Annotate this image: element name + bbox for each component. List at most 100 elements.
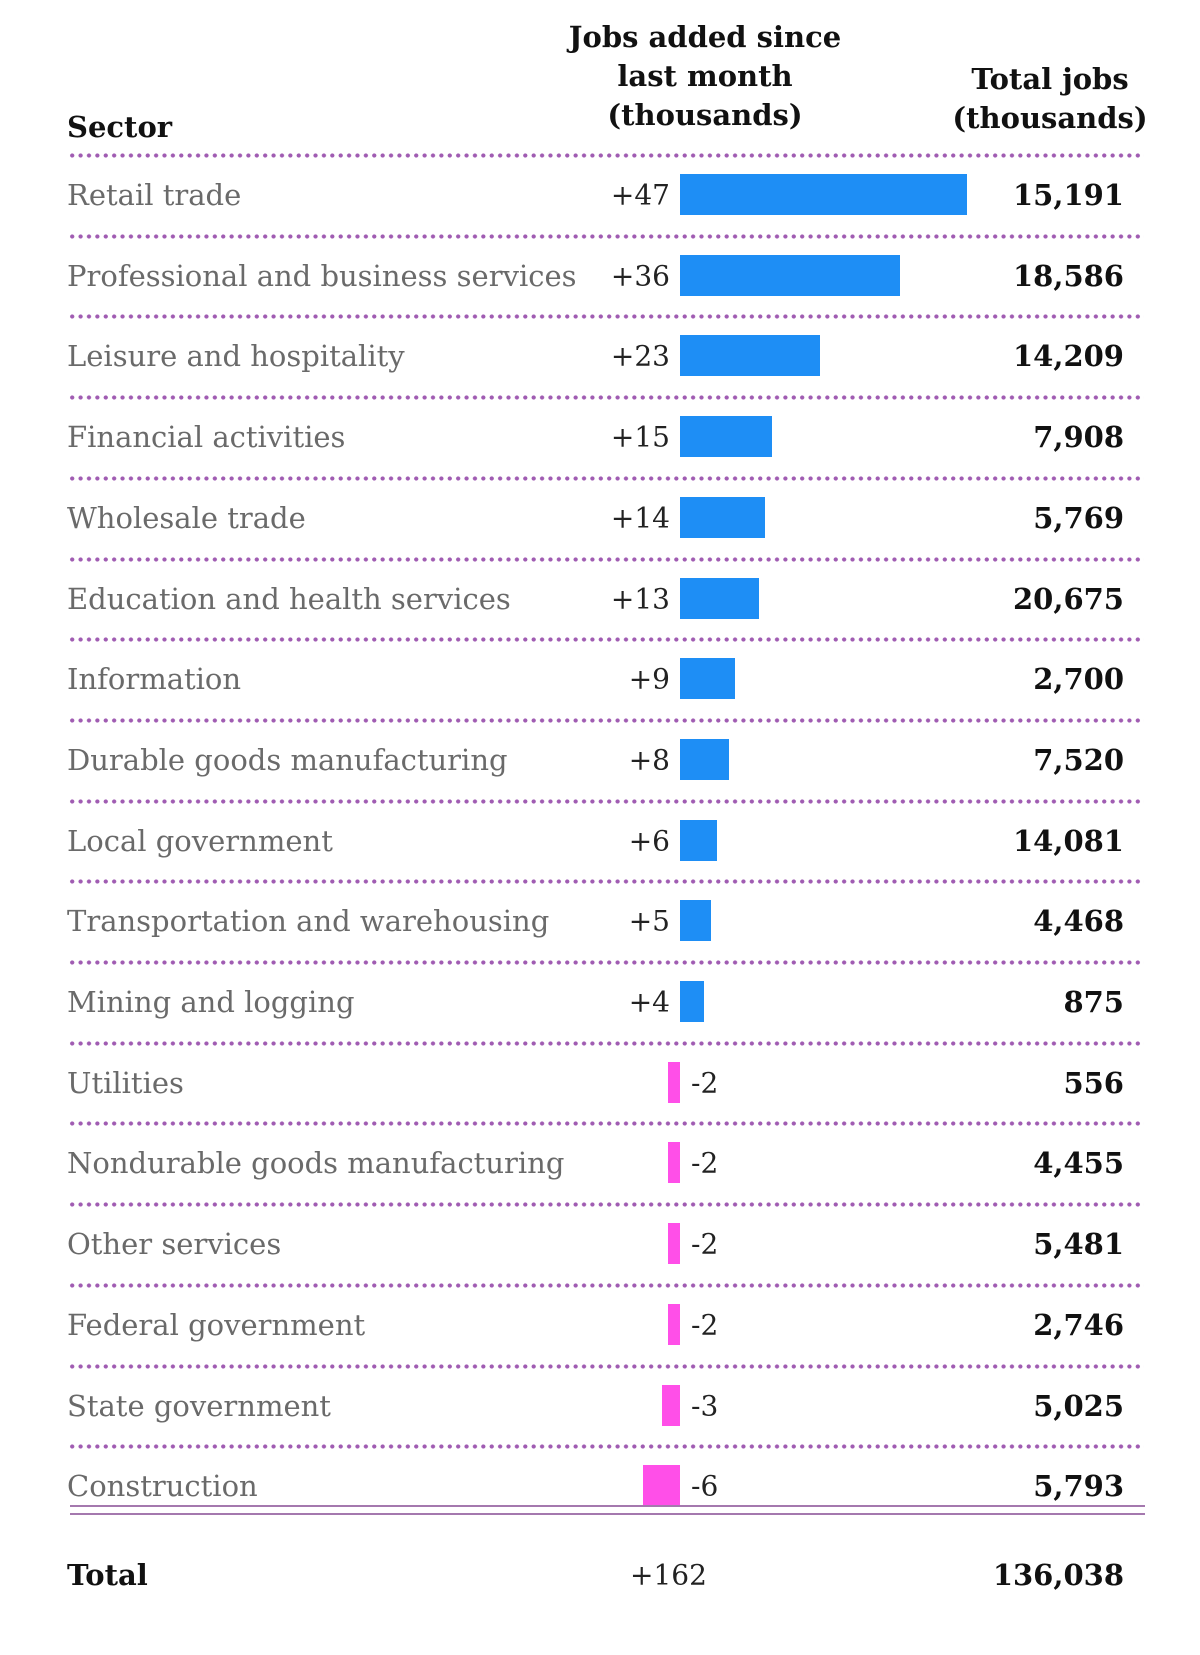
table-row: Retail trade +47 15,191 <box>0 155 1200 235</box>
sector-name: Federal government <box>67 1307 366 1342</box>
table-row: Education and health services +13 20,675 <box>0 559 1200 639</box>
jobs-added-value: +13 <box>610 582 670 615</box>
total-row: Total +162 136,038 <box>0 1535 1200 1615</box>
table-row: Professional and business services +36 18,… <box>0 236 1200 316</box>
sector-name: Construction <box>67 1469 258 1504</box>
sector-name: Utilities <box>67 1065 184 1100</box>
row-divider <box>68 1363 1144 1369</box>
table-row: Durable goods manufacturing +8 7,520 <box>0 720 1200 800</box>
total-jobs-value: 14,081 <box>1013 823 1124 858</box>
total-jobs-value: 4,455 <box>1033 1146 1124 1181</box>
jobs-added-value: -2 <box>691 1066 719 1100</box>
sector-name: Durable goods manufacturing <box>67 742 508 777</box>
sector-name: Professional and business services <box>67 258 577 293</box>
row-divider <box>68 1202 1144 1208</box>
total-jobs-value: 875 <box>1063 985 1124 1019</box>
sector-column-header: Sector <box>67 110 173 144</box>
sector-name: Information <box>67 662 242 697</box>
positive-bar <box>680 577 760 619</box>
jobs-added-value: -2 <box>691 1308 719 1342</box>
sector-name: Mining and logging <box>67 985 355 1019</box>
table-row: Utilities -2 556 <box>0 1043 1200 1123</box>
row-divider <box>68 1121 1144 1127</box>
jobs-added-value: +14 <box>610 501 670 535</box>
negative-bar <box>667 1061 680 1103</box>
table-row: Financial activities +15 7,908 <box>0 397 1200 477</box>
negative-bar <box>661 1384 680 1426</box>
positive-bar <box>680 981 705 1022</box>
total-jobs: 136,038 <box>992 1558 1124 1592</box>
total-change: +162 <box>630 1558 707 1592</box>
sector-name: Wholesale trade <box>67 500 306 535</box>
total-jobs-value: 15,191 <box>1013 178 1124 212</box>
jobs-added-value: +9 <box>628 662 670 696</box>
total-jobs-value: 5,025 <box>1033 1388 1124 1423</box>
sector-name: Nondurable goods manufacturing <box>67 1146 565 1181</box>
total-jobs-value: 2,746 <box>1033 1307 1124 1342</box>
row-divider <box>68 879 1144 885</box>
row-divider <box>68 314 1144 320</box>
jobs-added-value: +15 <box>610 420 670 454</box>
total-jobs-value: 556 <box>1063 1065 1124 1100</box>
sector-name: Other services <box>67 1227 282 1262</box>
jobs-added-value: -6 <box>691 1469 719 1503</box>
row-divider <box>68 556 1144 562</box>
jobs-added-value: +36 <box>610 259 670 293</box>
total-jobs-value: 20,675 <box>1013 581 1124 616</box>
total-divider-top <box>70 1505 1145 1507</box>
total-jobs-value: 18,586 <box>1013 258 1124 293</box>
total-jobs-column-header: Total jobs (thousands) <box>952 62 1148 135</box>
jobs-added-value: +6 <box>628 824 670 858</box>
sector-name: Retail trade <box>67 178 242 212</box>
row-divider <box>68 395 1144 401</box>
positive-bar <box>680 174 967 215</box>
total-jobs-value: 4,468 <box>1033 904 1124 939</box>
sector-name: Transportation and warehousing <box>67 904 550 939</box>
total-jobs-value: 5,481 <box>1033 1227 1124 1262</box>
row-divider <box>68 798 1144 804</box>
jobs-added-value: -2 <box>691 1146 719 1180</box>
total-divider-bottom <box>70 1513 1145 1515</box>
table-row: Leisure and hospitality +23 14,209 <box>0 316 1200 396</box>
row-divider <box>68 1444 1144 1450</box>
sector-name: Education and health services <box>67 581 511 616</box>
positive-bar <box>680 254 900 296</box>
negative-bar <box>667 1223 680 1265</box>
positive-bar <box>680 900 711 942</box>
positive-bar <box>680 496 766 538</box>
positive-bar <box>680 335 821 377</box>
positive-bar <box>680 416 772 458</box>
jobs-added-value: +8 <box>628 743 670 777</box>
row-divider <box>68 717 1144 723</box>
positive-bar <box>680 658 735 700</box>
sector-name: Local government <box>67 823 333 858</box>
table-row: Federal government -2 2,746 <box>0 1285 1200 1365</box>
table-row: Other services -2 5,481 <box>0 1204 1200 1284</box>
jobs-added-value: -2 <box>691 1227 719 1261</box>
sector-name: State government <box>67 1388 331 1423</box>
table-row: Mining and logging +4 875 <box>0 962 1200 1042</box>
table-row: State government -3 5,025 <box>0 1366 1200 1446</box>
jobs-added-value: +5 <box>628 904 670 938</box>
row-divider <box>68 233 1144 239</box>
positive-bar <box>680 738 729 780</box>
table-row: Nondurable goods manufacturing -2 4,455 <box>0 1123 1200 1203</box>
jobs-added-value: +47 <box>610 178 670 212</box>
total-jobs-value: 14,209 <box>1013 339 1124 374</box>
table-row: Wholesale trade +14 5,769 <box>0 478 1200 558</box>
positive-bar <box>680 819 717 861</box>
total-jobs-value: 7,520 <box>1033 742 1124 777</box>
table-row: Local government +6 14,081 <box>0 801 1200 881</box>
jobs-added-value: -3 <box>691 1389 719 1422</box>
row-divider <box>68 1282 1144 1288</box>
table-row: Construction -6 5,793 <box>0 1446 1200 1526</box>
sector-name: Leisure and hospitality <box>67 339 405 374</box>
table-row: Transportation and warehousing +5 4,468 <box>0 881 1200 961</box>
total-jobs-value: 2,700 <box>1033 662 1124 697</box>
row-divider <box>68 1040 1144 1046</box>
total-jobs-value: 7,908 <box>1033 420 1124 455</box>
row-divider <box>68 475 1144 481</box>
jobs-added-value: +23 <box>610 339 670 373</box>
sector-name: Financial activities <box>67 420 346 455</box>
